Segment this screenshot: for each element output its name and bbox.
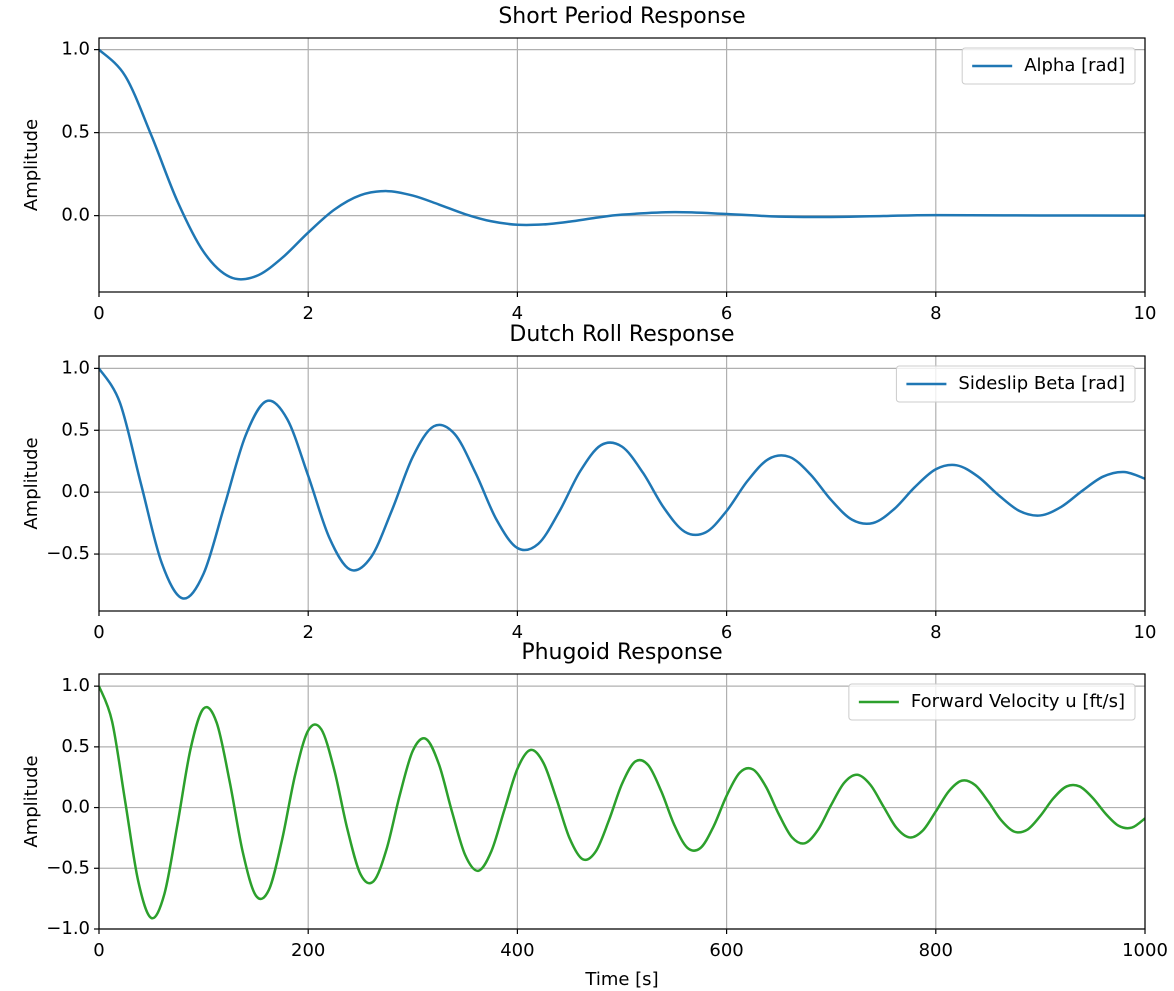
chart-title: Short Period Response: [498, 4, 745, 29]
axes-frame: [98, 355, 1146, 612]
x-tick-label: 8: [930, 622, 941, 643]
axes-frame: [98, 673, 1146, 930]
x-tick-label: 10: [1134, 622, 1157, 643]
x-tick-label: 4: [512, 622, 523, 643]
x-tick-label: 200: [291, 940, 325, 961]
legend-box: [895, 365, 1136, 403]
x-tick-label: 400: [500, 940, 534, 961]
x-tick-label: 6: [721, 303, 732, 324]
chart-title: Phugoid Response: [521, 640, 722, 665]
y-axis-label: Amplitude: [21, 755, 42, 847]
legend-box: [961, 47, 1136, 85]
x-tick-label: 600: [709, 940, 743, 961]
y-axis-label: Amplitude: [21, 119, 42, 211]
y-tick-label: 0.5: [61, 736, 90, 757]
y-tick-label: 0.5: [61, 122, 90, 143]
legend-label: Alpha [rad]: [1024, 55, 1125, 76]
y-tick-label: −0.5: [46, 857, 90, 878]
data-line: [99, 685, 1145, 920]
data-line: [99, 367, 1145, 600]
y-tick-label: 1.0: [61, 675, 90, 696]
legend: Forward Velocity u [ft/s]: [848, 683, 1136, 721]
x-tick-label: 4: [512, 303, 523, 324]
chart-title: Dutch Roll Response: [509, 322, 734, 347]
x-tick-label: 0: [93, 303, 104, 324]
x-axis-label: Time [s]: [584, 969, 658, 990]
legend-box: [848, 683, 1136, 721]
x-tick-label: 800: [919, 940, 953, 961]
x-tick-label: 10: [1134, 303, 1157, 324]
x-tick-label: 2: [302, 303, 313, 324]
y-tick-label: 0.5: [61, 419, 90, 440]
legend: Alpha [rad]: [961, 47, 1136, 85]
y-tick-label: −0.5: [46, 543, 90, 564]
y-tick-label: 0.0: [61, 797, 90, 818]
y-axis-label: Amplitude: [21, 437, 42, 529]
x-tick-label: 0: [93, 622, 104, 643]
y-tick-label: 0.0: [61, 205, 90, 226]
legend-label: Forward Velocity u [ft/s]: [911, 691, 1125, 712]
y-tick-label: 0.0: [61, 481, 90, 502]
y-tick-label: 1.0: [61, 39, 90, 60]
x-tick-label: 6: [721, 622, 732, 643]
x-tick-label: 1000: [1122, 940, 1168, 961]
legend: Sideslip Beta [rad]: [895, 365, 1136, 403]
data-line: [99, 48, 1145, 281]
x-tick-label: 0: [93, 940, 104, 961]
legend-label: Sideslip Beta [rad]: [958, 373, 1125, 394]
y-tick-label: −1.0: [46, 918, 90, 939]
x-tick-label: 2: [302, 622, 313, 643]
x-tick-label: 8: [930, 303, 941, 324]
y-tick-label: 1.0: [61, 357, 90, 378]
axes-frame: [98, 37, 1146, 293]
